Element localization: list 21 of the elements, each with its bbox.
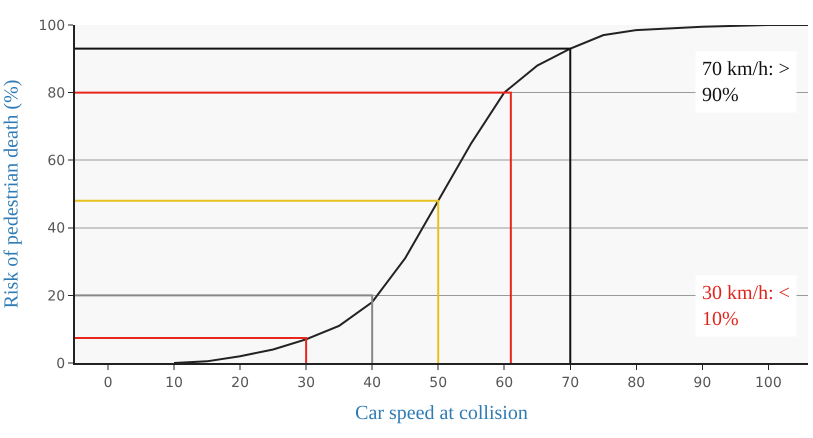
y-tick-label: 0: [56, 356, 66, 372]
annotation: 70 km/h: > 90%: [702, 58, 790, 106]
x-tick-label: 0: [104, 374, 112, 391]
y-tick-label: 20: [47, 288, 66, 304]
x-tick-label: 90: [693, 374, 712, 391]
x-tick-label: 60: [495, 374, 514, 391]
x-tick-label: 50: [429, 374, 448, 391]
y-axis-title: Risk of pedestrian death (%): [0, 80, 22, 308]
x-tick-label: 80: [627, 374, 646, 391]
x-tick-label: 30: [297, 374, 316, 391]
x-tick-label: 10: [165, 374, 183, 391]
x-tick-label: 40: [363, 374, 382, 391]
annotation: 30 km/h: < 10%: [702, 282, 790, 330]
x-tick-label: 70: [561, 374, 580, 391]
y-tick-label: 40: [47, 220, 66, 237]
x-tick-label: 20: [231, 374, 250, 391]
y-tick-label: 80: [47, 86, 66, 102]
y-tick-label: 100: [38, 18, 66, 34]
x-tick-label: 100: [755, 374, 782, 391]
y-tick-label: 60: [47, 153, 66, 170]
x-axis-title: Car speed at collision: [355, 402, 528, 424]
